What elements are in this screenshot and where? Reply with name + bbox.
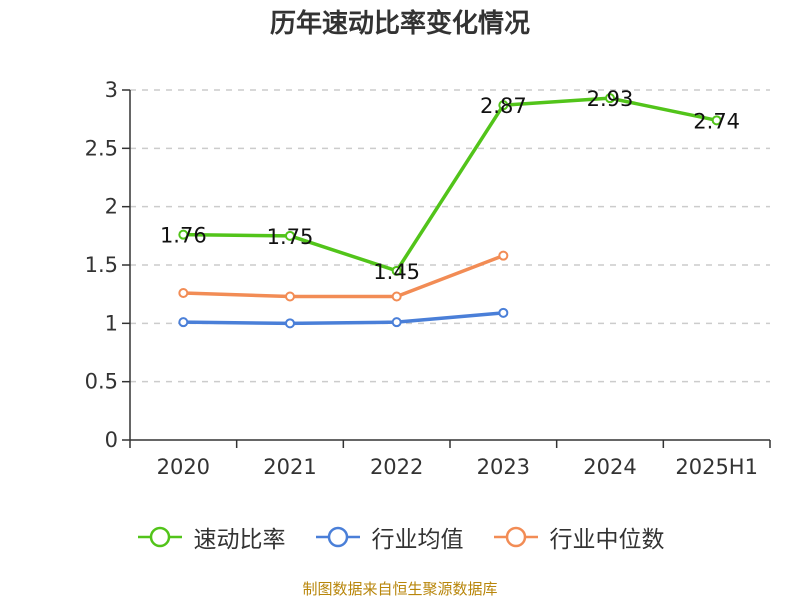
point-industry-average-3: [498, 307, 509, 318]
data-label-quick-ratio-5: 2.74: [693, 109, 740, 133]
data-label-quick-ratio-3: 2.87: [480, 94, 527, 118]
data-label-quick-ratio-2: 1.45: [373, 260, 420, 284]
point-quick-ratio-5: [711, 115, 722, 126]
series-line-industry-median: [181, 253, 506, 299]
x-tick-label-2: 2022: [370, 455, 423, 479]
x-tick-label-1: 2021: [263, 455, 316, 479]
point-quick-ratio-2: [391, 265, 402, 276]
legend-marker-quick-ratio: [137, 526, 182, 548]
x-tick-label-0: 2020: [157, 455, 210, 479]
data-label-quick-ratio-0: 1.76: [160, 224, 207, 248]
legend-marker-industry-average: [315, 526, 360, 548]
x-tick-label-4: 2024: [583, 455, 636, 479]
y-tick-label-2: 1: [105, 311, 118, 335]
point-industry-average-1: [285, 318, 295, 329]
point-industry-median-0: [178, 288, 189, 298]
legend-item-quick-ratio: 速动比率: [136, 520, 286, 554]
point-quick-ratio-3: [498, 100, 509, 111]
y-tick-label-6: 3: [105, 78, 118, 102]
legend-label-industry-median: 行业中位数: [549, 527, 665, 553]
point-quick-ratio-4: [605, 93, 615, 104]
series-line-quick-ratio: [181, 96, 719, 273]
y-tick-label-4: 2: [105, 195, 118, 219]
point-industry-median-1: [285, 291, 295, 302]
chart-title: 历年速动比率变化情况: [269, 9, 530, 39]
point-quick-ratio-1: [285, 230, 295, 241]
point-industry-median-2: [391, 291, 402, 302]
y-tick-label-1: 0.5: [85, 370, 118, 394]
series-line-industry-average: [181, 311, 506, 326]
point-industry-median-3: [498, 250, 509, 261]
legend-item-industry-average: 行业均值: [314, 520, 464, 554]
point-quick-ratio-0: [178, 229, 189, 240]
y-tick-label-5: 2.5: [85, 136, 118, 160]
y-tick-label-0: 0: [105, 428, 118, 452]
data-source-note: 制图数据来自恒生聚源数据库: [302, 580, 498, 598]
point-industry-average-0: [178, 317, 189, 328]
legend-item-industry-median: 行业中位数: [492, 520, 665, 554]
data-label-quick-ratio-1: 1.75: [267, 225, 314, 249]
x-tick-label-3: 2023: [477, 455, 530, 479]
y-tick-label-3: 1.5: [85, 253, 118, 277]
data-label-quick-ratio-4: 2.93: [587, 87, 634, 111]
x-tick-label-5: 2025H1: [675, 455, 758, 479]
chart-legend: 速动比率 行业均值 行业中位数: [0, 520, 800, 554]
legend-label-quick-ratio: 速动比率: [193, 527, 286, 553]
legend-label-industry-average: 行业均值: [371, 527, 464, 553]
point-industry-average-2: [391, 317, 402, 328]
legend-marker-industry-median: [493, 526, 538, 548]
